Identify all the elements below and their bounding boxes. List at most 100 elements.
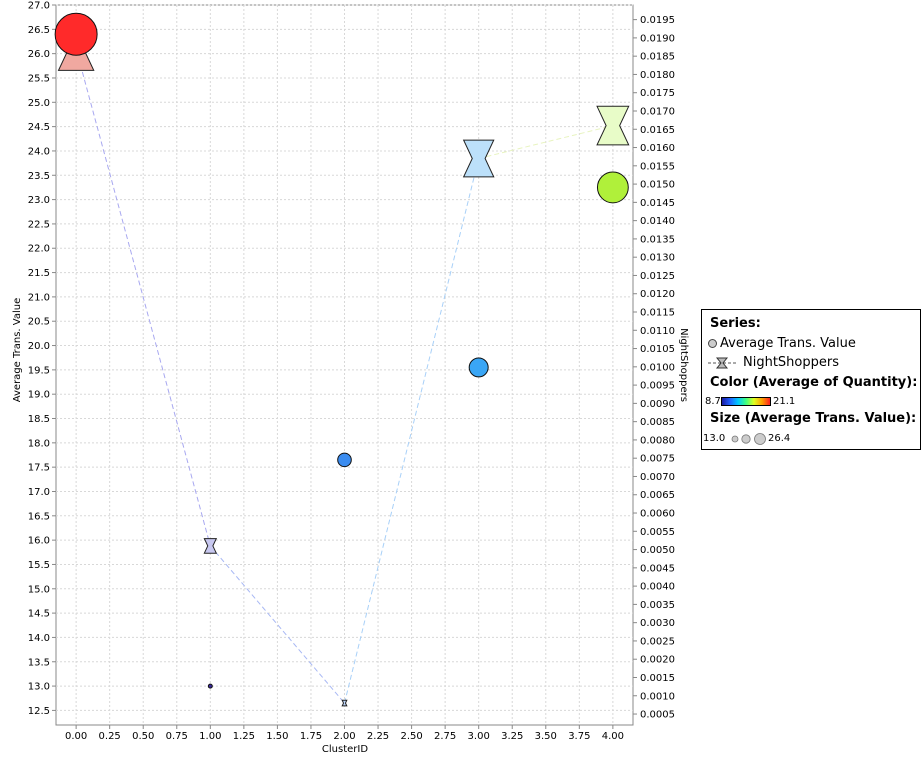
y2-tick-label: 0.0150 [640, 180, 675, 191]
nightshoppers-marker [341, 699, 348, 707]
legend-color-min: 8.7 [705, 396, 721, 407]
legend: Series: Average Trans. Value NightShoppe… [701, 309, 921, 450]
x-tick-label: 1.25 [233, 731, 255, 742]
y-tick-label: 20.0 [28, 341, 50, 352]
y-tick-label: 12.5 [28, 706, 50, 717]
y-tick-label: 24.5 [28, 122, 50, 133]
y-tick-label: 25.5 [28, 73, 50, 84]
y2-tick-label: 0.0075 [640, 454, 675, 465]
y-tick-label: 22.0 [28, 244, 50, 255]
y-tick-label: 16.0 [28, 536, 50, 547]
nightshoppers-line-segment [344, 158, 480, 704]
y2-tick-label: 0.0005 [640, 710, 675, 721]
x-axis-title: ClusterID [322, 744, 368, 755]
y2-tick-label: 0.0080 [640, 435, 675, 446]
x-tick-label: 0.25 [99, 731, 121, 742]
y2-tick-label: 0.0015 [640, 673, 675, 684]
y-tick-label: 13.5 [28, 657, 50, 668]
y2-axis-title: NightShoppers [678, 328, 689, 402]
y2-tick-label: 0.0170 [640, 106, 675, 117]
y2-tick-label: 0.0115 [640, 308, 675, 319]
legend-item-nightshoppers: NightShoppers [707, 355, 839, 370]
legend-color-max: 21.1 [773, 396, 796, 407]
y-tick-label: 26.5 [28, 25, 50, 36]
y-tick-label: 27.0 [28, 1, 50, 12]
y-tick-label: 19.0 [28, 390, 50, 401]
x-tick-label: 0.00 [65, 731, 87, 742]
y-tick-label: 16.5 [28, 511, 50, 522]
legend-size-circles [731, 433, 766, 445]
legend-label-nightshoppers: NightShoppers [743, 355, 839, 370]
y-tick-label: 15.0 [28, 584, 50, 595]
legend-size-max: 26.4 [768, 433, 791, 444]
avg-trans-value-marker [54, 12, 98, 56]
x-tick-label: 1.00 [199, 731, 221, 742]
y2-tick-label: 0.0120 [640, 289, 675, 300]
y-axis-ticks: 12.5 13.0 13.5 14.0 14.5 15.0 15.5 16.0 16.5 17.0… [28, 1, 56, 717]
nightshoppers-marker [462, 139, 495, 178]
y2-tick-label: 0.0185 [640, 52, 675, 63]
y2-tick-label: 0.0165 [640, 125, 675, 136]
x-tick-label: 2.75 [434, 731, 456, 742]
y2-tick-label: 0.0070 [640, 472, 675, 483]
x-tick-label: 0.75 [166, 731, 188, 742]
nightshoppers-line-segment [209, 545, 345, 704]
y2-tick-label: 0.0055 [640, 527, 675, 538]
x-tick-label: 1.75 [300, 731, 322, 742]
x-tick-label: 1.50 [266, 731, 288, 742]
nightshoppers-marker [596, 105, 630, 146]
y2-tick-label: 0.0180 [640, 70, 675, 81]
legend-size-title: Size (Average Trans. Value): [710, 411, 917, 426]
nightshoppers-line-segment [478, 125, 613, 159]
y-tick-label: 18.0 [28, 438, 50, 449]
y-tick-label: 19.5 [28, 365, 50, 376]
y-tick-label: 21.5 [28, 268, 50, 279]
legend-circle-icon [708, 339, 717, 348]
y2-tick-label: 0.0020 [640, 655, 675, 666]
x-tick-label: 3.00 [468, 731, 490, 742]
y2-tick-label: 0.0100 [640, 362, 675, 373]
avg-trans-value-marker [468, 357, 489, 378]
y-tick-label: 24.0 [28, 146, 50, 157]
y2-tick-label: 0.0190 [640, 33, 675, 44]
x-tick-label: 0.50 [132, 731, 154, 742]
y2-tick-label: 0.0025 [640, 636, 675, 647]
y2-tick-label: 0.0195 [640, 15, 675, 26]
y-tick-label: 15.5 [28, 560, 50, 571]
nightshoppers-line [75, 48, 613, 704]
y2-tick-label: 0.0010 [640, 691, 675, 702]
y2-tick-label: 0.0060 [640, 509, 675, 520]
y2-tick-label: 0.0095 [640, 381, 675, 392]
legend-color-gradient [721, 397, 771, 406]
y2-tick-label: 0.0085 [640, 417, 675, 428]
y-tick-label: 23.0 [28, 195, 50, 206]
legend-color-title: Color (Average of Quantity): [710, 375, 918, 390]
y-tick-label: 25.0 [28, 98, 50, 109]
y-tick-label: 26.0 [28, 49, 50, 60]
avg-trans-value-marker [207, 683, 213, 689]
x-tick-label: 4.00 [602, 731, 624, 742]
legend-item-average-trans-value: Average Trans. Value [707, 336, 856, 351]
y2-tick-label: 0.0050 [640, 545, 675, 556]
grid [56, 4, 633, 725]
legend-series-title: Series: [710, 316, 761, 331]
y2-tick-label: 0.0065 [640, 490, 675, 501]
x-tick-label: 2.25 [367, 731, 389, 742]
y2-tick-label: 0.0045 [640, 563, 675, 574]
y2-tick-label: 0.0140 [640, 216, 675, 227]
x-tick-label: 3.25 [501, 731, 523, 742]
avg-trans-value-marker [596, 171, 629, 204]
y-tick-label: 13.0 [28, 682, 50, 693]
y2-tick-label: 0.0105 [640, 344, 675, 355]
avg-trans-value-marker [337, 452, 352, 468]
y-tick-label: 17.5 [28, 463, 50, 474]
y2-tick-label: 0.0175 [640, 88, 675, 99]
y2-tick-label: 0.0155 [640, 161, 675, 172]
legend-size-min: 13.0 [703, 433, 726, 444]
y2-tick-label: 0.0145 [640, 198, 675, 209]
y2-tick-label: 0.0035 [640, 600, 675, 611]
y-tick-label: 17.0 [28, 487, 50, 498]
y-tick-label: 14.5 [28, 609, 50, 620]
y2-tick-label: 0.0130 [640, 253, 675, 264]
chart: 0.00 0.25 0.50 0.75 1.00 1.25 1.50 1.75 2.00 2.25… [12, 1, 689, 756]
